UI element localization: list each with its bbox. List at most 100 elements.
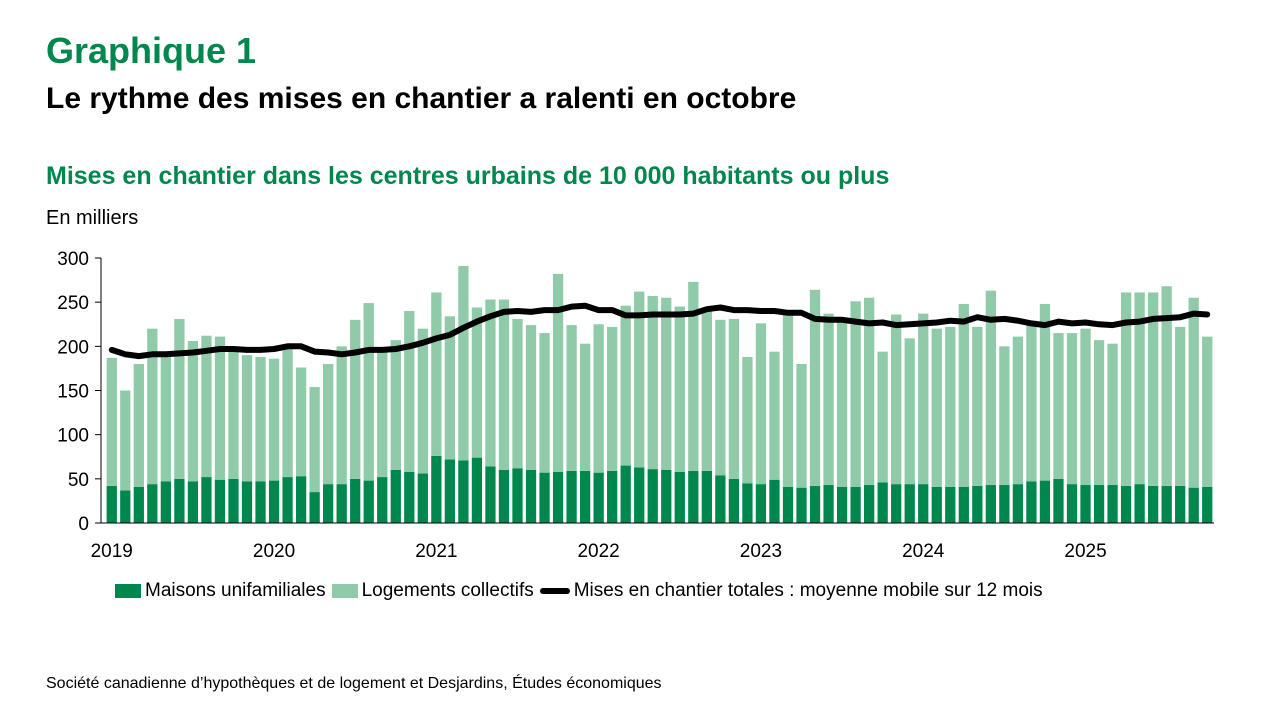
legend: Maisons unifamiliales Logements collecti… — [115, 580, 1049, 602]
bar-multi-unit — [620, 305, 631, 466]
bar-multi-unit — [512, 318, 523, 469]
bar-single-family — [1202, 486, 1213, 523]
bar-multi-unit — [1012, 336, 1024, 485]
bar-single-family — [904, 484, 915, 523]
bar-multi-unit — [877, 351, 888, 483]
bar-single-family — [512, 468, 523, 523]
bar-multi-unit — [404, 311, 415, 472]
moving-average-line — [108, 302, 1211, 360]
y-tick-label: 50 — [68, 470, 89, 491]
bar-multi-unit — [187, 341, 199, 482]
bar-single-family — [891, 484, 902, 523]
bar-multi-unit — [972, 326, 983, 486]
bar-single-family — [404, 471, 415, 523]
bar-multi-unit — [309, 386, 320, 493]
bar-multi-unit — [634, 291, 645, 468]
legend-item-multi: Logements collectifs — [331, 580, 534, 602]
bar-single-family — [1012, 484, 1024, 523]
bar-multi-unit — [1053, 333, 1064, 479]
bar-single-family — [1026, 481, 1037, 523]
bar-single-family — [377, 477, 388, 523]
bar-single-family — [1134, 484, 1145, 523]
bar-single-family — [593, 472, 604, 523]
bar-multi-unit — [214, 336, 226, 480]
bar-single-family — [1066, 484, 1078, 523]
bar-single-family — [796, 487, 807, 523]
bar-multi-unit — [1080, 328, 1091, 486]
bar-single-family — [539, 472, 550, 523]
bar-multi-unit — [607, 326, 618, 471]
bar-single-family — [106, 485, 117, 523]
bar-single-family — [850, 486, 861, 523]
bar-multi-unit — [1026, 321, 1037, 482]
bar-single-family — [823, 485, 834, 523]
bar-multi-unit — [593, 324, 604, 473]
bar-single-family — [701, 470, 712, 523]
bar-multi-unit — [850, 301, 861, 487]
bar-multi-unit — [498, 299, 510, 470]
legend-label-line: Mises en chantier totales : moyenne mobi… — [573, 580, 1043, 601]
bar-single-family — [769, 479, 780, 523]
legend-swatch-line — [539, 588, 570, 594]
bar-multi-unit — [120, 390, 131, 491]
y-tick-label: 200 — [57, 337, 89, 358]
bar-multi-unit — [350, 319, 361, 479]
bar-multi-unit — [904, 338, 915, 485]
bar-multi-unit — [295, 367, 307, 477]
bar-multi-unit — [471, 307, 483, 458]
bar-single-family — [755, 484, 767, 523]
bar-multi-unit — [1202, 336, 1213, 487]
x-tick-label: 2021 — [415, 541, 457, 562]
bar-multi-unit — [1188, 297, 1199, 488]
bar-multi-unit — [715, 319, 726, 476]
bar-multi-unit — [106, 357, 117, 486]
bar-single-family — [647, 469, 658, 523]
bar-single-family — [160, 481, 171, 523]
bar-multi-unit — [431, 292, 442, 456]
bar-single-family — [634, 467, 645, 523]
bar-single-family — [187, 481, 199, 523]
y-tick-label: 100 — [57, 426, 89, 447]
bar-single-family — [255, 481, 266, 523]
source-note: Société canadienne d’hypothèques et de l… — [46, 675, 662, 692]
bar-multi-unit — [241, 355, 253, 482]
bar-multi-unit — [363, 303, 374, 481]
bar-single-family — [350, 478, 361, 523]
bar-single-family — [1107, 485, 1118, 523]
bar-multi-unit — [809, 289, 821, 486]
bar-single-family — [742, 483, 753, 523]
bar-single-family — [688, 470, 699, 523]
bar-single-family — [945, 486, 956, 523]
bar-single-family — [417, 473, 428, 523]
bar-single-family — [201, 477, 212, 523]
bar-multi-unit — [796, 364, 807, 488]
bar-single-family — [1161, 485, 1172, 523]
legend-item-single: Maisons unifamiliales — [115, 580, 326, 602]
bar-single-family — [471, 457, 483, 523]
bar-single-family — [390, 470, 401, 523]
bar-multi-unit — [444, 316, 456, 460]
bar-single-family — [958, 486, 969, 523]
bar-single-family — [268, 480, 280, 523]
bar-single-family — [498, 470, 510, 523]
bar-single-family — [972, 485, 983, 523]
bar-single-family — [1120, 485, 1132, 523]
x-tick-label: 2022 — [577, 541, 619, 562]
bar-multi-unit — [647, 295, 658, 470]
bar-multi-unit — [823, 313, 834, 486]
y-tick-label: 250 — [57, 293, 89, 314]
bar-single-family — [620, 465, 631, 523]
bar-single-family — [309, 492, 320, 523]
bar-multi-unit — [552, 273, 564, 472]
bar-multi-unit — [579, 343, 591, 471]
bar-multi-unit — [539, 333, 550, 473]
bar-single-family — [458, 460, 469, 523]
y-tick-label: 150 — [57, 382, 89, 403]
bar-multi-unit — [1039, 303, 1051, 481]
bar-multi-unit — [999, 346, 1010, 486]
bar-single-family — [607, 470, 618, 523]
bar-multi-unit — [769, 351, 780, 480]
bar-multi-unit — [147, 328, 158, 485]
bar-single-family — [174, 478, 185, 523]
